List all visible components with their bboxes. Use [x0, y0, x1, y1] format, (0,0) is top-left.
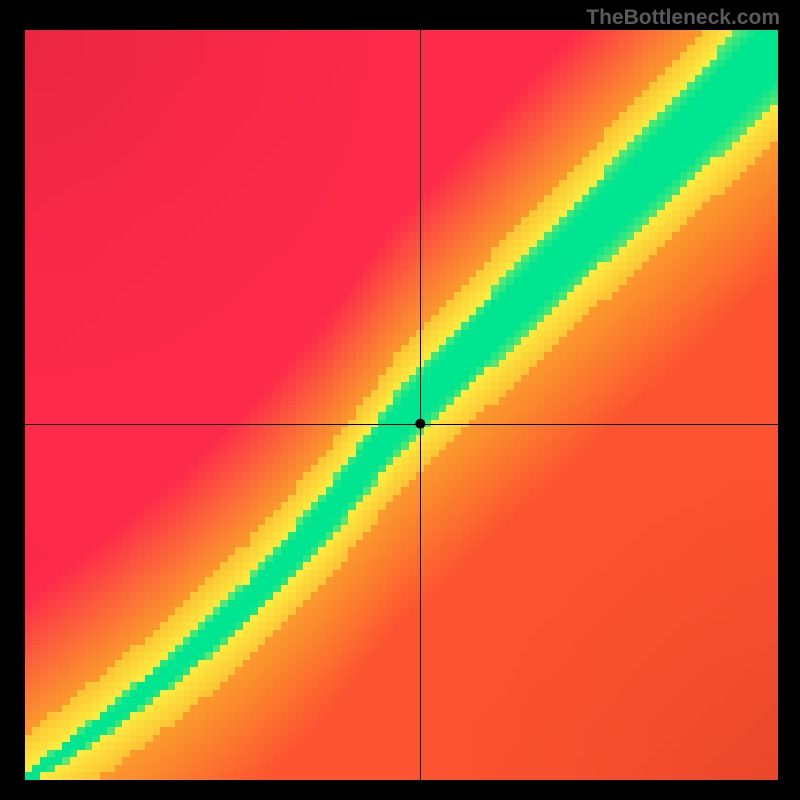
chart-container: TheBottleneck.com	[0, 0, 800, 800]
source-watermark: TheBottleneck.com	[586, 6, 780, 30]
bottleneck-heatmap	[25, 30, 778, 780]
